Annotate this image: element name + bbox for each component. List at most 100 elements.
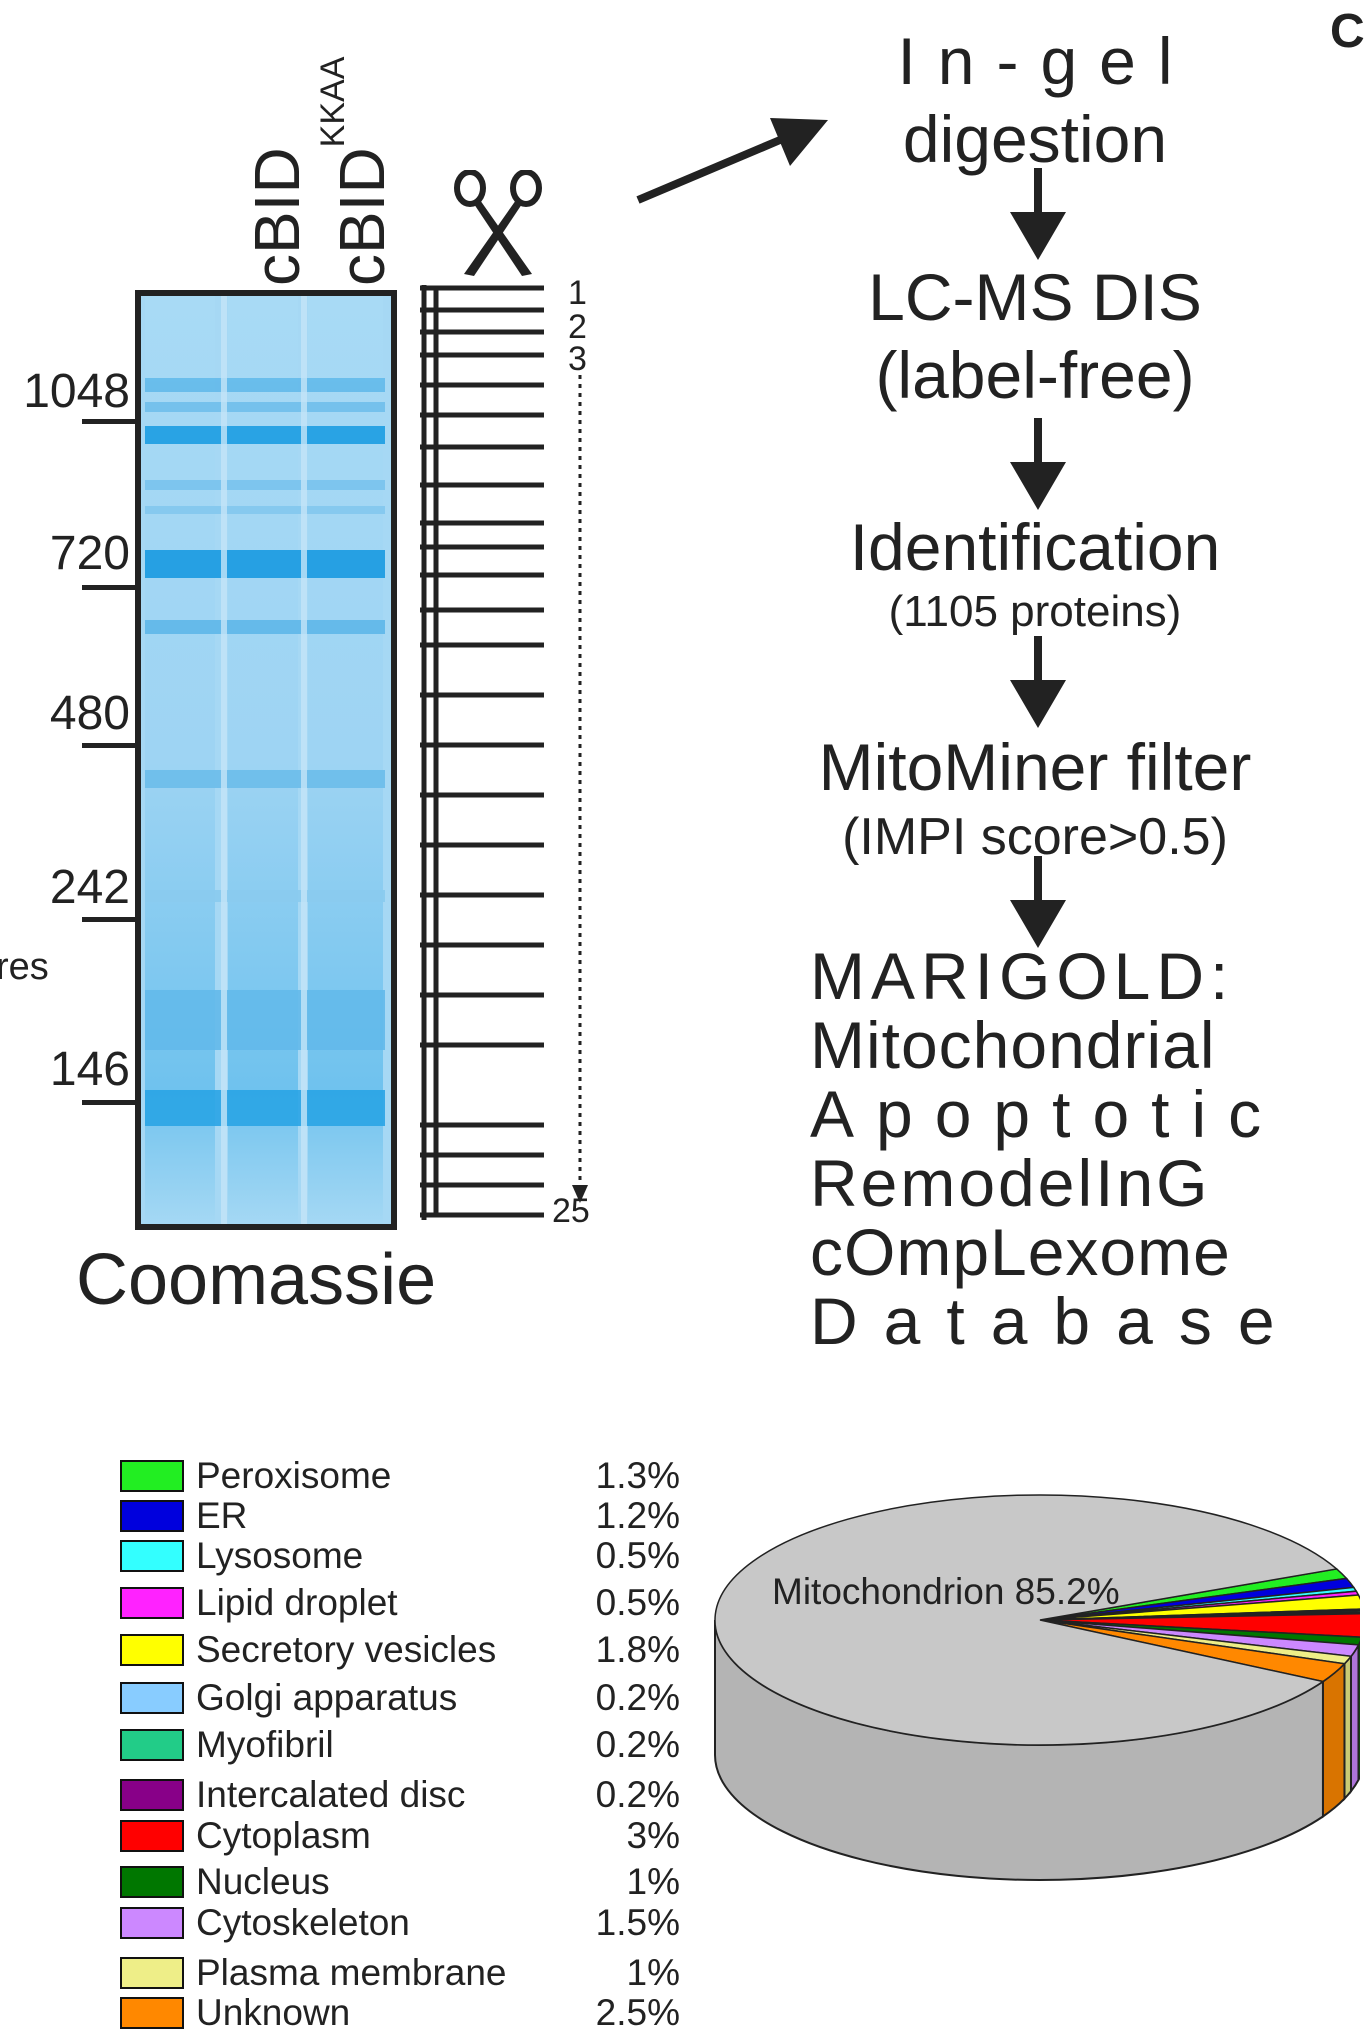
down-arrow-icon [1010,168,1066,260]
step-title: In-gel [897,24,1195,98]
legend-label: ER [196,1495,248,1536]
legend-label: Unknown [196,1992,351,2033]
gel-slice-comb [420,285,600,1230]
legend-swatch [120,1460,184,1492]
legend-item: Plasma membrane 1% [120,1952,680,1993]
step-title: digestion [902,102,1168,176]
legend-item: ER 1.2% [120,1495,680,1536]
legend-label: Cytoskeleton [196,1902,410,1943]
legend-label: Plasma membrane [196,1952,507,1993]
legend-swatch [120,1779,184,1811]
legend-label: Secretory vesicles [196,1629,497,1670]
step-title: MitoMiner filter [818,730,1252,804]
pie-slice-secretory-vesicles [1039,1594,1360,1621]
gel-image [135,290,397,1230]
marker-tick [82,1100,136,1105]
step-title: Identification [849,510,1221,584]
legend-item: Unknown 2.5% [120,1992,680,2033]
lane-label-cbid: cBID [241,147,313,286]
marker-label-720: 720 [49,527,130,580]
pie-top [714,1494,1360,1746]
legend-item: Myofibril 0.2% [120,1724,680,1765]
legend-percentage: 1.5% [595,1902,680,1943]
down-arrow-icon [1010,418,1066,510]
legend-item: Secretory vesicles 1.8% [120,1629,680,1670]
legend-percentage: 3% [626,1815,680,1856]
legend-label: Intercalated disc [196,1774,466,1815]
legend-label: Nucleus [196,1861,330,1902]
marker-tick [82,743,136,748]
legend-swatch [120,1500,184,1532]
acronym-line: cOmpLexome [810,1215,1231,1289]
panel-letter: C [1330,5,1365,58]
marker-label-1048: 1048 [23,365,130,418]
acronym-line: Mitochondrial [810,1008,1216,1082]
down-arrow-icon [1010,856,1066,948]
slice-number-2: 2 [568,308,587,346]
arrow-to-digestion [630,110,830,210]
gel-bands [145,378,385,1126]
lane-label-text: cBID [241,147,313,286]
pie-side-cytoskeleton [1349,1644,1360,1795]
legend-swatch [120,1997,184,2029]
step-mitominer: MitoMiner filter (IMPI score>0.5) [760,728,1310,868]
legend-percentage: 1.8% [595,1629,680,1670]
marker-tick [82,585,136,590]
acronym-line: Apoptotic [810,1077,1284,1151]
marigold-acronym: MARIGOLD: Mitochondrial Apoptotic Remode… [810,939,1301,1358]
marker-label-146: 146 [49,1043,130,1096]
stain-label: Coomassie [76,1240,437,1320]
legend-item: Intercalated disc 0.2% [120,1774,680,1815]
pie-slice-mitochondrion [714,1494,1339,1746]
legend-percentage: 0.2% [595,1724,680,1765]
legend-swatch [120,1729,184,1761]
legend-swatch [120,1866,184,1898]
legend-label: Lysosome [196,1535,364,1576]
slice-order-arrowhead [572,1185,588,1203]
legend-percentage: 0.2% [595,1677,680,1718]
legend-item: Cytoskeleton 1.5% [120,1902,680,1943]
legend-label: Cytoplasm [196,1815,371,1856]
acronym-line: MARIGOLD: [810,939,1235,1013]
legend-swatch [120,1540,184,1572]
legend-swatch [120,1820,184,1852]
legend-item: Golgi apparatus 0.2% [120,1677,680,1718]
slice-number-3: 3 [568,340,587,378]
step-title: LC-MS DIS [868,260,1202,334]
legend-swatch [120,1957,184,1989]
legend-percentage: 0.5% [595,1582,680,1623]
legend-percentage: 1.3% [595,1455,680,1496]
legend-item: Cytoplasm 3% [120,1815,680,1856]
pie-slice-cytoplasm [1039,1613,1360,1638]
cropped-label-fragment: res [0,946,49,988]
legend-swatch [120,1587,184,1619]
slice-number-1: 1 [568,274,587,312]
pie-side-unknown [1321,1661,1346,1819]
legend-label: Lipid droplet [196,1582,398,1623]
acronym-line: Database [810,1284,1301,1358]
legend-percentage: 2.5% [595,1992,680,2033]
legend-percentage: 1% [626,1861,680,1902]
scissors-icon [452,170,544,278]
legend-swatch [120,1907,184,1939]
marker-label-480: 480 [49,687,130,740]
marker-tick [82,917,136,922]
legend-swatch [120,1682,184,1714]
legend-percentage: 0.2% [595,1774,680,1815]
legend-item: Nucleus 1% [120,1861,680,1902]
lane-label-superscript: KKAA [314,56,352,148]
step-identification: Identification (1105 proteins) [760,508,1310,638]
pie-chart [700,1480,1360,1900]
down-arrow-icon [1010,636,1066,728]
legend-label: Golgi apparatus [196,1677,458,1718]
pie-main-slice-label: Mitochondrion 85.2% [772,1571,1120,1612]
legend-item: Lysosome 0.5% [120,1535,680,1576]
legend-swatch [120,1634,184,1666]
legend-percentage: 1% [626,1952,680,1993]
legend-label: Peroxisome [196,1455,392,1496]
lane-label-cbid-kkaa: cBIDKKAA [314,57,405,286]
legend-percentage: 1.2% [595,1495,680,1536]
step-subtitle: (1105 proteins) [888,587,1182,636]
marker-label-242: 242 [49,861,130,914]
